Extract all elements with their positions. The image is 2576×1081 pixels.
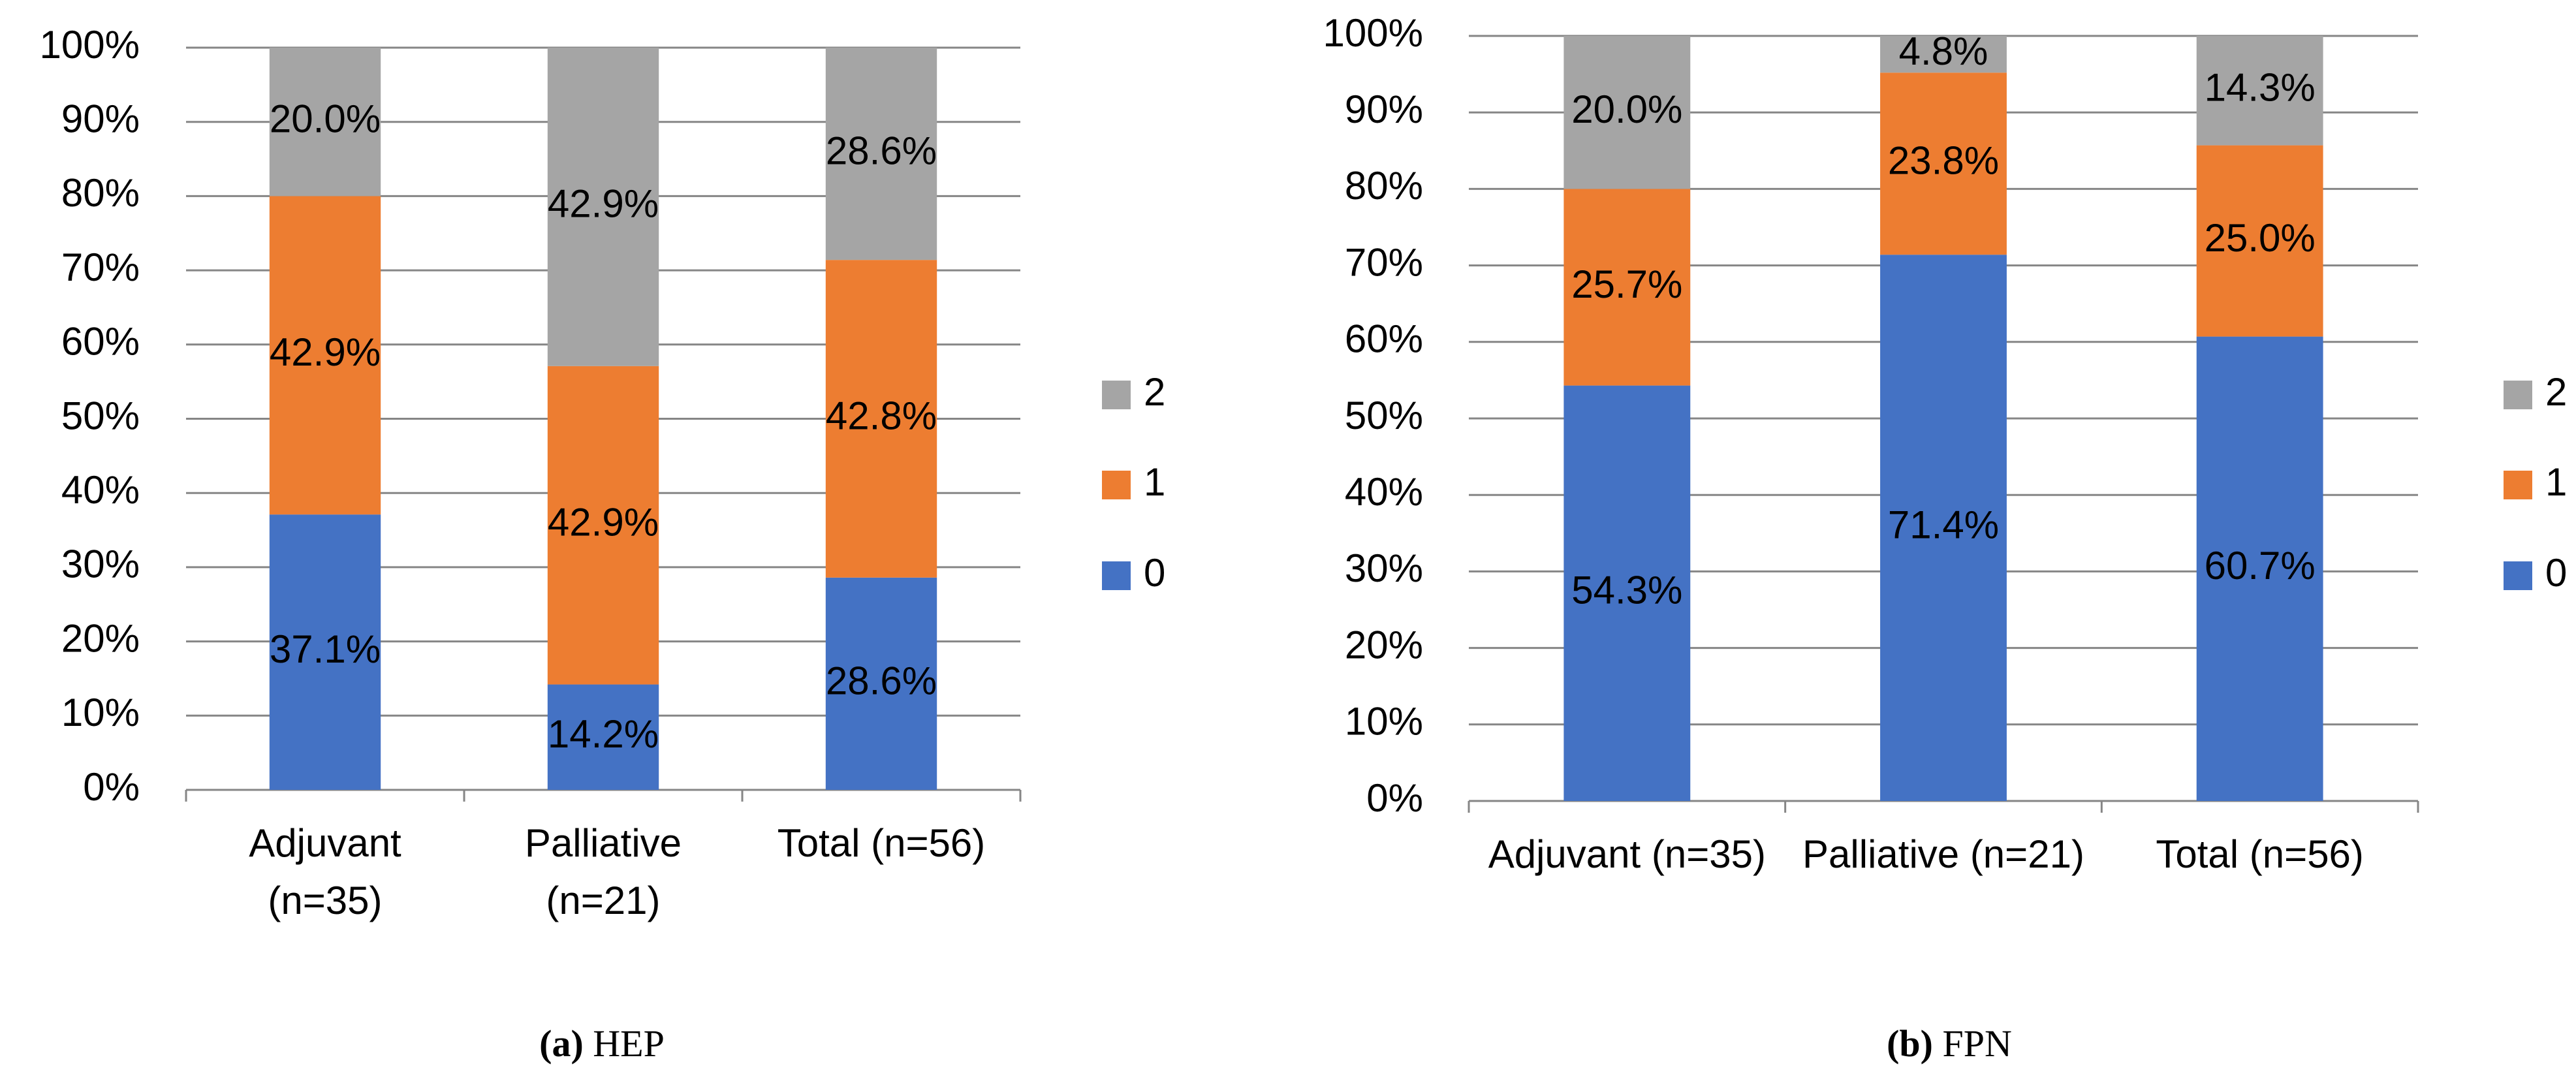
x-tick-label: Total (n=56) [777,821,986,865]
bar-segment [2196,36,2323,146]
y-tick-label: 90% [1345,87,1423,131]
legend-swatch [2504,471,2532,499]
data-label: 28.6% [826,129,937,172]
bar-segment [1880,72,2007,255]
data-label: 20.0% [1571,87,1682,131]
bar-segment [269,48,381,196]
bar-segment [269,514,381,790]
bar-segment [825,260,937,578]
bar-segment [2196,145,2323,337]
legend-label: 1 [1144,460,1165,504]
legend-label: 0 [1144,551,1165,595]
legend-label: 2 [1144,370,1165,414]
bar-segment [1880,255,2007,801]
y-tick-label: 0% [83,765,140,809]
y-tick-label: 40% [61,468,140,512]
y-tick-label: 30% [61,542,140,586]
legend-swatch [1102,471,1131,499]
legend-label: 1 [2545,460,2567,504]
x-tick-label: Adjuvant (n=35) [249,821,401,922]
y-tick-label: 60% [1345,317,1423,361]
y-tick-label: 10% [1345,700,1423,744]
y-tick-label: 50% [61,394,140,437]
y-tick-label: 40% [1345,470,1423,514]
x-tick-label: Adjuvant (n=35) [1488,832,1766,876]
y-tick-label: 30% [1345,546,1423,590]
legend-swatch [1102,381,1131,409]
bar-segment [825,48,937,260]
data-label: 25.0% [2205,216,2316,260]
y-tick-label: 90% [61,97,140,141]
caption: (b) FPN [1688,1022,2210,1065]
bar-segment [547,366,659,685]
caption-label: (a) [539,1022,584,1065]
data-label: 23.8% [1888,139,1999,183]
data-label: 14.2% [548,712,659,756]
data-label: 42.9% [548,501,659,544]
x-tick-label: Palliative (n=21) [524,821,682,922]
y-tick-label: 100% [1323,11,1423,55]
bar-segment [269,196,381,515]
data-label: 14.3% [2205,66,2316,110]
caption-label: (b) [1887,1022,1933,1065]
bar-segment [1880,36,2007,73]
data-label: 28.6% [826,659,937,702]
data-label: 42.9% [548,182,659,226]
bar-segment [2196,336,2323,801]
y-tick-label: 0% [1366,776,1423,820]
y-tick-label: 60% [61,320,140,364]
data-label: 4.8% [1899,29,1988,73]
legend-label: 2 [2545,370,2567,414]
data-label: 54.3% [1571,569,1682,612]
bar-segment [1563,189,1691,386]
legend-swatch [1102,561,1131,590]
data-label: 60.7% [2205,544,2316,588]
y-tick-label: 80% [61,171,140,215]
y-tick-label: 50% [1345,394,1423,437]
legend-label: 0 [2545,551,2567,595]
bar-segment [1563,36,1691,189]
bar-segment [547,48,659,366]
caption-text: HEP [593,1022,665,1065]
y-tick-label: 20% [1345,623,1423,666]
bar-segment [825,577,937,790]
y-tick-label: 100% [40,23,140,67]
legend-swatch [2504,381,2532,409]
bar-segment [1563,385,1691,801]
y-tick-label: 70% [61,245,140,289]
legend-swatch [2504,561,2532,590]
data-label: 71.4% [1888,503,1999,546]
data-label: 37.1% [270,627,381,671]
data-label: 20.0% [270,97,381,141]
caption-text: FPN [1942,1022,2012,1065]
x-tick-label: Total (n=56) [2156,832,2364,876]
x-tick-label: Palliative (n=21) [1802,832,2084,876]
y-tick-label: 70% [1345,240,1423,284]
y-tick-label: 10% [61,691,140,734]
y-tick-label: 80% [1345,164,1423,208]
data-label: 25.7% [1571,262,1682,306]
bar-segment [547,684,659,790]
data-label: 42.8% [826,394,937,437]
y-tick-label: 20% [61,616,140,660]
data-label: 42.9% [270,330,381,374]
caption: (a) HEP [341,1022,863,1065]
